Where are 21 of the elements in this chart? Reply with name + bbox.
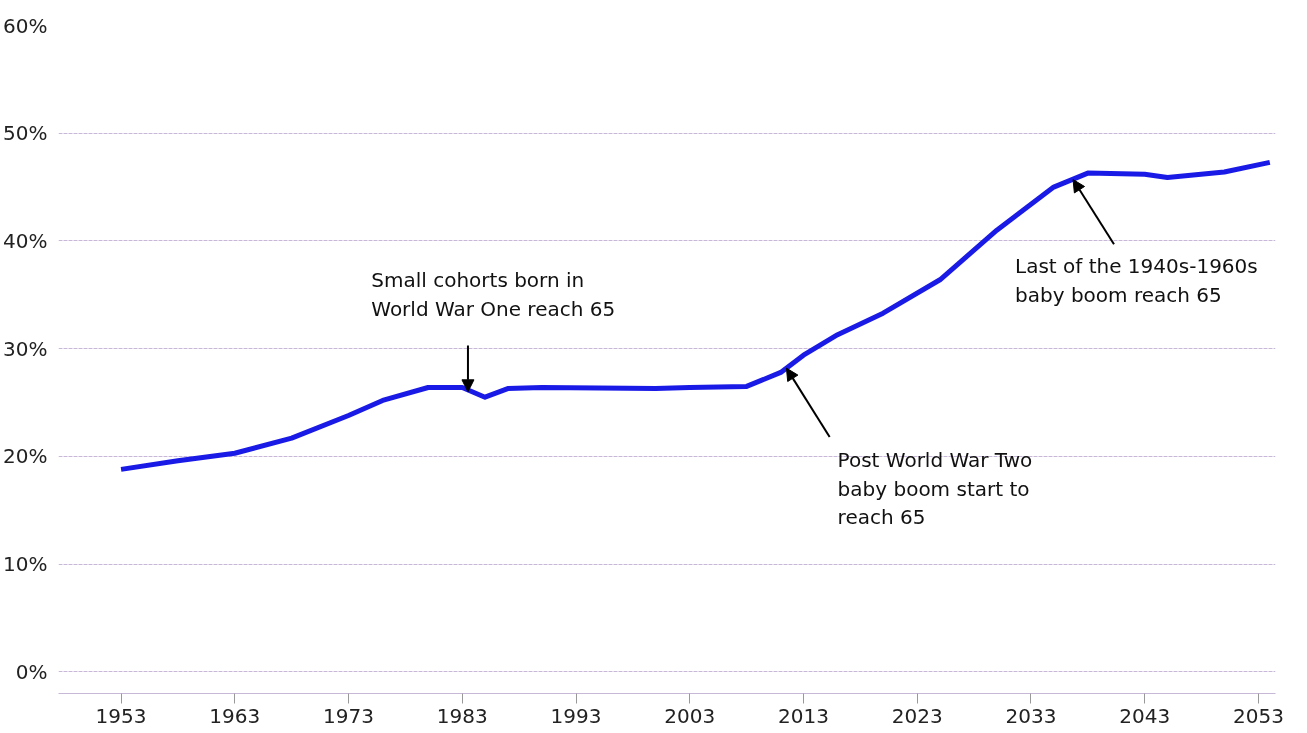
y-tick-label: 60%	[3, 13, 48, 38]
y-tick-label: 10%	[3, 552, 48, 577]
annotation: Small cohorts born in World War One reach 65	[371, 267, 616, 321]
x-tick-label: 2043	[1119, 703, 1171, 728]
annotation: Last of the 1940s-1960s baby boom reach 65	[1015, 253, 1258, 307]
x-tick-label: 1963	[209, 703, 261, 728]
x-tick-label: 1973	[323, 703, 374, 728]
x-tick-label: 2023	[891, 703, 943, 728]
annotation: Post World War Two baby boom start to reach 65	[837, 447, 1033, 530]
y-tick-label: 0%	[15, 659, 48, 684]
y-tick-label: 20%	[3, 444, 48, 469]
x-tick-label: 1993	[550, 703, 602, 728]
x-tick-label: 2003	[664, 703, 716, 728]
y-tick-label: 40%	[3, 228, 48, 253]
x-tick-label: 1983	[436, 703, 488, 728]
x-tick-label: 1953	[95, 703, 147, 728]
x-tick-label: 2053	[1232, 703, 1284, 728]
y-tick-label: 30%	[3, 336, 48, 361]
x-tick-label: 2033	[1005, 703, 1057, 728]
y-tick-label: 50%	[3, 121, 48, 146]
x-tick-label: 2013	[778, 703, 829, 728]
